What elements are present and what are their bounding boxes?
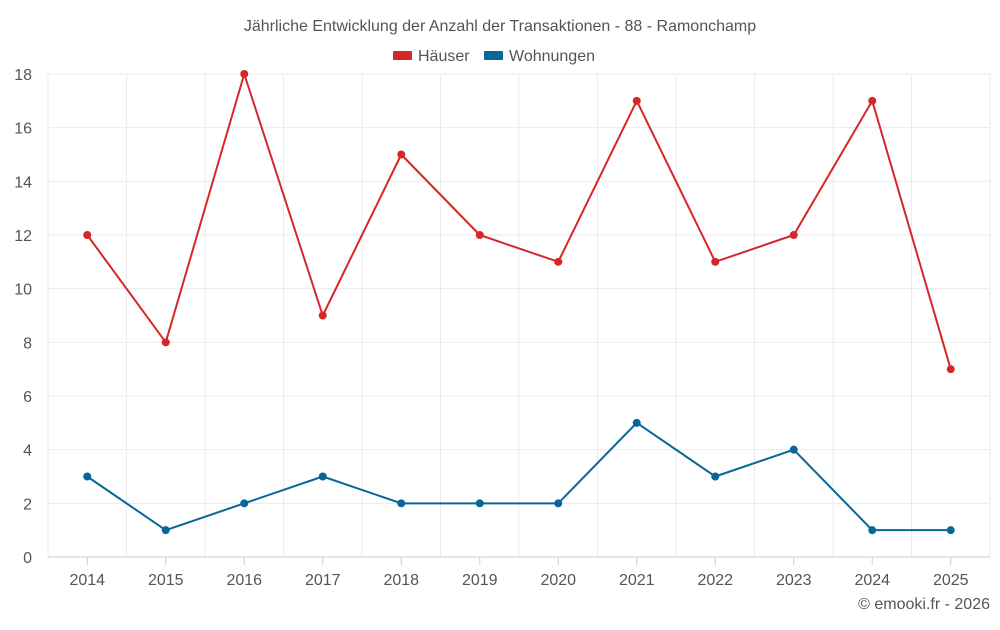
data-point-haeuser[interactable] xyxy=(161,338,170,347)
x-tick-label: 2014 xyxy=(69,572,105,589)
data-point-wohnungen[interactable] xyxy=(554,499,563,508)
x-tick-label: 2020 xyxy=(540,572,576,589)
data-point-haeuser[interactable] xyxy=(789,231,798,239)
y-tick-label: 6 xyxy=(23,389,32,406)
x-tick-label: 2015 xyxy=(148,572,184,589)
x-tick-label: 2021 xyxy=(619,572,655,589)
x-tick-label: 2024 xyxy=(854,572,890,589)
data-point-wohnungen[interactable] xyxy=(475,499,484,508)
axes: 0 2 4 6 8 10 12 14 16 18 2014 2015 2016 2017 2018 2019 2… xyxy=(14,67,990,589)
data-point-wohnungen[interactable] xyxy=(711,472,720,481)
legend-label-haeuser[interactable]: Häuser xyxy=(418,48,470,65)
y-tick-label: 12 xyxy=(14,228,32,245)
data-point-wohnungen[interactable] xyxy=(946,526,955,535)
x-tick-label: 2023 xyxy=(776,572,812,589)
data-point-haeuser[interactable] xyxy=(554,257,563,266)
y-tick-label: 16 xyxy=(14,121,32,138)
legend-label-wohnungen[interactable]: Wohnungen xyxy=(509,48,595,65)
series-line-haeuser xyxy=(86,73,952,370)
y-tick-label: 0 xyxy=(23,550,32,567)
chart-title: Jährliche Entwicklung der Anzahl der Tra… xyxy=(244,18,756,35)
data-point-wohnungen[interactable] xyxy=(240,499,249,508)
data-point-haeuser[interactable] xyxy=(83,231,92,239)
y-tick-label: 4 xyxy=(23,443,32,460)
data-point-haeuser[interactable] xyxy=(240,70,249,78)
data-point-haeuser[interactable] xyxy=(632,96,641,105)
x-tick-label: 2025 xyxy=(933,572,969,589)
data-point-haeuser[interactable] xyxy=(318,311,327,320)
data-point-haeuser[interactable] xyxy=(946,365,955,374)
legend-swatch-haeuser[interactable] xyxy=(393,51,412,60)
data-point-wohnungen[interactable] xyxy=(868,526,877,535)
legend: Häuser Wohnungen xyxy=(393,48,595,65)
y-tick-label: 14 xyxy=(14,174,32,191)
x-tick-label: 2022 xyxy=(697,572,733,589)
data-point-wohnungen[interactable] xyxy=(318,472,327,481)
data-point-wohnungen[interactable] xyxy=(632,418,641,427)
y-tick-label: 10 xyxy=(14,282,32,299)
y-tick-label: 18 xyxy=(14,67,32,84)
series-layer xyxy=(83,70,955,535)
x-tick-label: 2018 xyxy=(383,572,419,589)
grid xyxy=(47,73,991,557)
x-tick-label: 2019 xyxy=(462,572,498,589)
y-tick-label: 8 xyxy=(23,335,32,352)
x-tick-label: 2017 xyxy=(305,572,341,589)
series-line-wohnungen xyxy=(86,421,951,532)
x-tick-label: 2016 xyxy=(226,572,262,589)
data-point-wohnungen[interactable] xyxy=(789,445,798,454)
data-point-haeuser[interactable] xyxy=(475,231,484,239)
data-point-haeuser[interactable] xyxy=(711,257,720,266)
data-point-wohnungen[interactable] xyxy=(161,526,170,535)
data-point-wohnungen[interactable] xyxy=(83,472,92,481)
data-point-haeuser[interactable] xyxy=(397,150,406,159)
y-tick-label: 2 xyxy=(23,496,32,513)
data-point-wohnungen[interactable] xyxy=(397,499,406,508)
data-point-haeuser[interactable] xyxy=(868,96,877,105)
legend-swatch-wohnungen[interactable] xyxy=(484,51,503,60)
credit-text: © emooki.fr - 2026 xyxy=(858,596,990,613)
